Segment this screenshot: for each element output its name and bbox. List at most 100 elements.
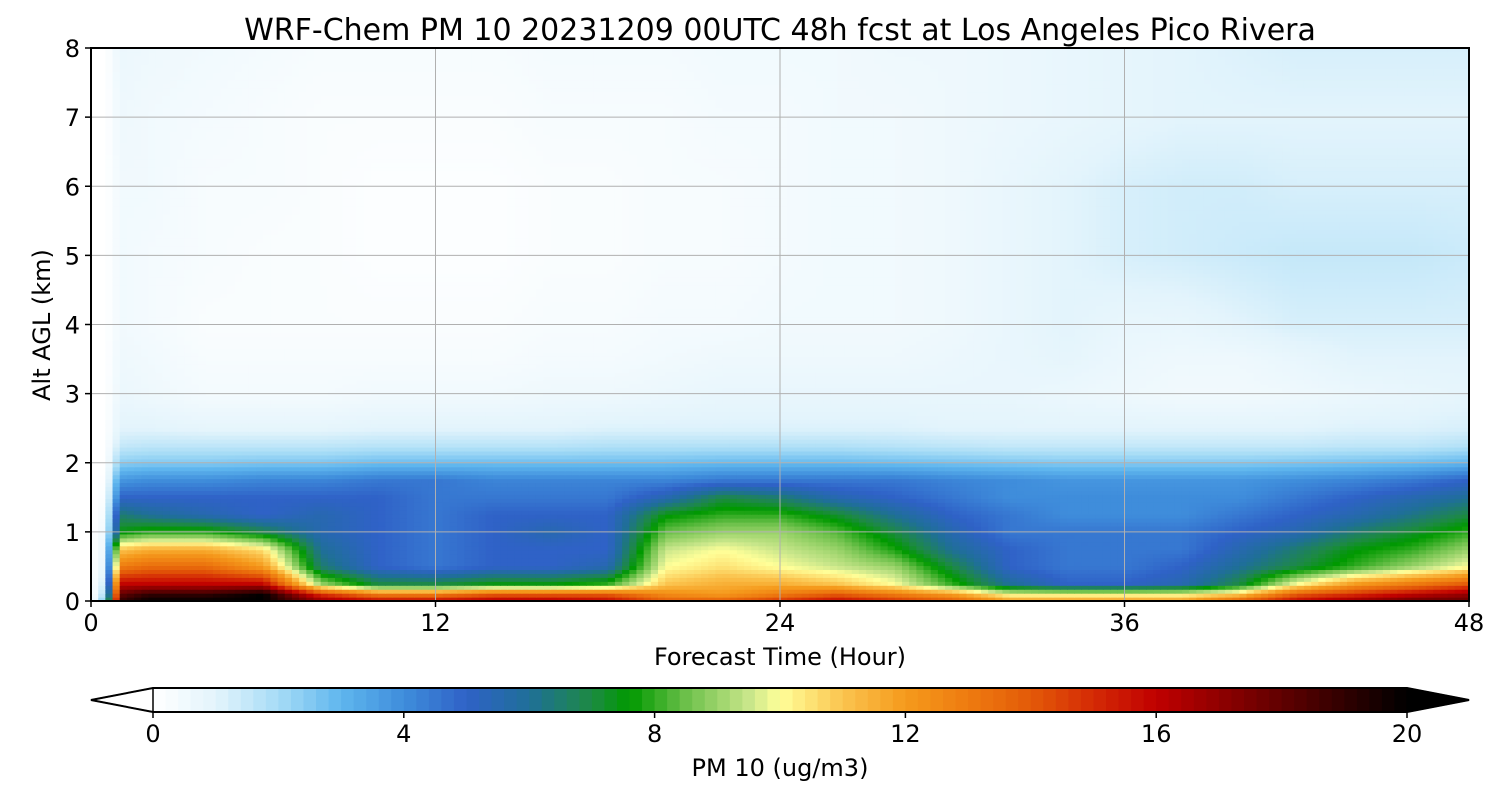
heatmap-cell (1361, 562, 1369, 567)
heatmap-cell (995, 577, 1003, 582)
heatmap-cell (371, 534, 379, 539)
heatmap-cell (694, 585, 702, 590)
heatmap-cell (342, 546, 350, 551)
heatmap-cell (931, 534, 939, 539)
heatmap-cell (464, 558, 472, 563)
heatmap-cell (888, 593, 896, 598)
heatmap-cell (1239, 554, 1247, 559)
heatmap-cell (1455, 589, 1463, 594)
heatmap-cell (859, 569, 867, 574)
heatmap-cell (1440, 534, 1448, 539)
heatmap-cell (1440, 573, 1448, 578)
heatmap-cell (1225, 585, 1233, 590)
heatmap-cell (1189, 593, 1197, 598)
heatmap-cell (794, 589, 802, 594)
heatmap-cell (701, 554, 709, 559)
heatmap-cell (1110, 562, 1118, 567)
heatmap-cell (1196, 522, 1204, 527)
heatmap-cell (959, 558, 967, 563)
heatmap-cell (1369, 534, 1377, 539)
heatmap-cell (1146, 550, 1154, 555)
heatmap-cell (981, 526, 989, 531)
heatmap-cell (163, 550, 171, 555)
heatmap-cell (931, 589, 939, 594)
heatmap-cell (830, 577, 838, 582)
heatmap-cell (1110, 550, 1118, 555)
heatmap-cell (249, 546, 257, 551)
heatmap-cell (1096, 585, 1104, 590)
heatmap-cell (1340, 562, 1348, 567)
heatmap-cell (1232, 585, 1240, 590)
heatmap-cell (206, 569, 214, 574)
heatmap-cell (292, 518, 300, 523)
heatmap-cell (235, 558, 243, 563)
heatmap-cell (1132, 562, 1140, 567)
heatmap-cell (1038, 565, 1046, 570)
heatmap-cell (1089, 518, 1097, 523)
heatmap-cell (113, 589, 121, 594)
heatmap-cell (1290, 550, 1298, 555)
heatmap-cell (866, 522, 874, 527)
heatmap-cell (1103, 562, 1111, 567)
heatmap-cell (156, 546, 164, 551)
heatmap-cell (479, 534, 487, 539)
heatmap-cell (730, 534, 738, 539)
heatmap-cell (1361, 593, 1369, 598)
heatmap-cell (644, 538, 652, 543)
heatmap-cell (199, 569, 207, 574)
heatmap-cell (479, 573, 487, 578)
heatmap-cell (1103, 585, 1111, 590)
heatmap-cell (1160, 542, 1168, 547)
heatmap-cell (866, 581, 874, 586)
heatmap-cell (328, 565, 336, 570)
heatmap-cell (701, 589, 709, 594)
heatmap-cell (342, 562, 350, 567)
heatmap-cell (1340, 554, 1348, 559)
heatmap-cell (141, 534, 149, 539)
heatmap-cell (550, 522, 558, 527)
heatmap-cell (349, 573, 357, 578)
heatmap-cell (586, 542, 594, 547)
heatmap-cell (206, 538, 214, 543)
heatmap-cell (959, 526, 967, 531)
heatmap-cell (1067, 589, 1075, 594)
heatmap-cell (1354, 542, 1362, 547)
heatmap-cell (672, 522, 680, 527)
heatmap-cell (177, 558, 185, 563)
heatmap-cell (723, 593, 731, 598)
heatmap-cell (1089, 577, 1097, 582)
heatmap-cell (105, 554, 113, 559)
heatmap-cell (120, 542, 128, 547)
heatmap-cell (471, 538, 479, 543)
heatmap-cell (507, 522, 515, 527)
heatmap-cell (665, 526, 673, 531)
heatmap-cell (1412, 542, 1420, 547)
heatmap-cell (622, 522, 630, 527)
heatmap-cell (1261, 550, 1269, 555)
heatmap-cell (931, 581, 939, 586)
heatmap-cell (1103, 526, 1111, 531)
heatmap-cell (335, 550, 343, 555)
heatmap-cell (665, 554, 673, 559)
heatmap-cell (1182, 554, 1190, 559)
heatmap-cell (672, 550, 680, 555)
heatmap-cell (751, 526, 759, 531)
heatmap-cell (687, 577, 695, 582)
heatmap-cell (1139, 562, 1147, 567)
heatmap-cell (543, 593, 551, 598)
heatmap-cell (845, 554, 853, 559)
heatmap-cell (586, 562, 594, 567)
heatmap-cell (1125, 581, 1133, 586)
heatmap-cell (1304, 550, 1312, 555)
heatmap-cell (608, 573, 616, 578)
heatmap-cell (880, 518, 888, 523)
heatmap-cell (1132, 546, 1140, 551)
heatmap-cell (335, 577, 343, 582)
heatmap-cell (988, 522, 996, 527)
heatmap-cell (1096, 518, 1104, 523)
heatmap-cell (1354, 558, 1362, 563)
heatmap-cell (715, 589, 723, 594)
heatmap-cell (880, 562, 888, 567)
heatmap-cell (249, 542, 257, 547)
heatmap-cell (787, 577, 795, 582)
